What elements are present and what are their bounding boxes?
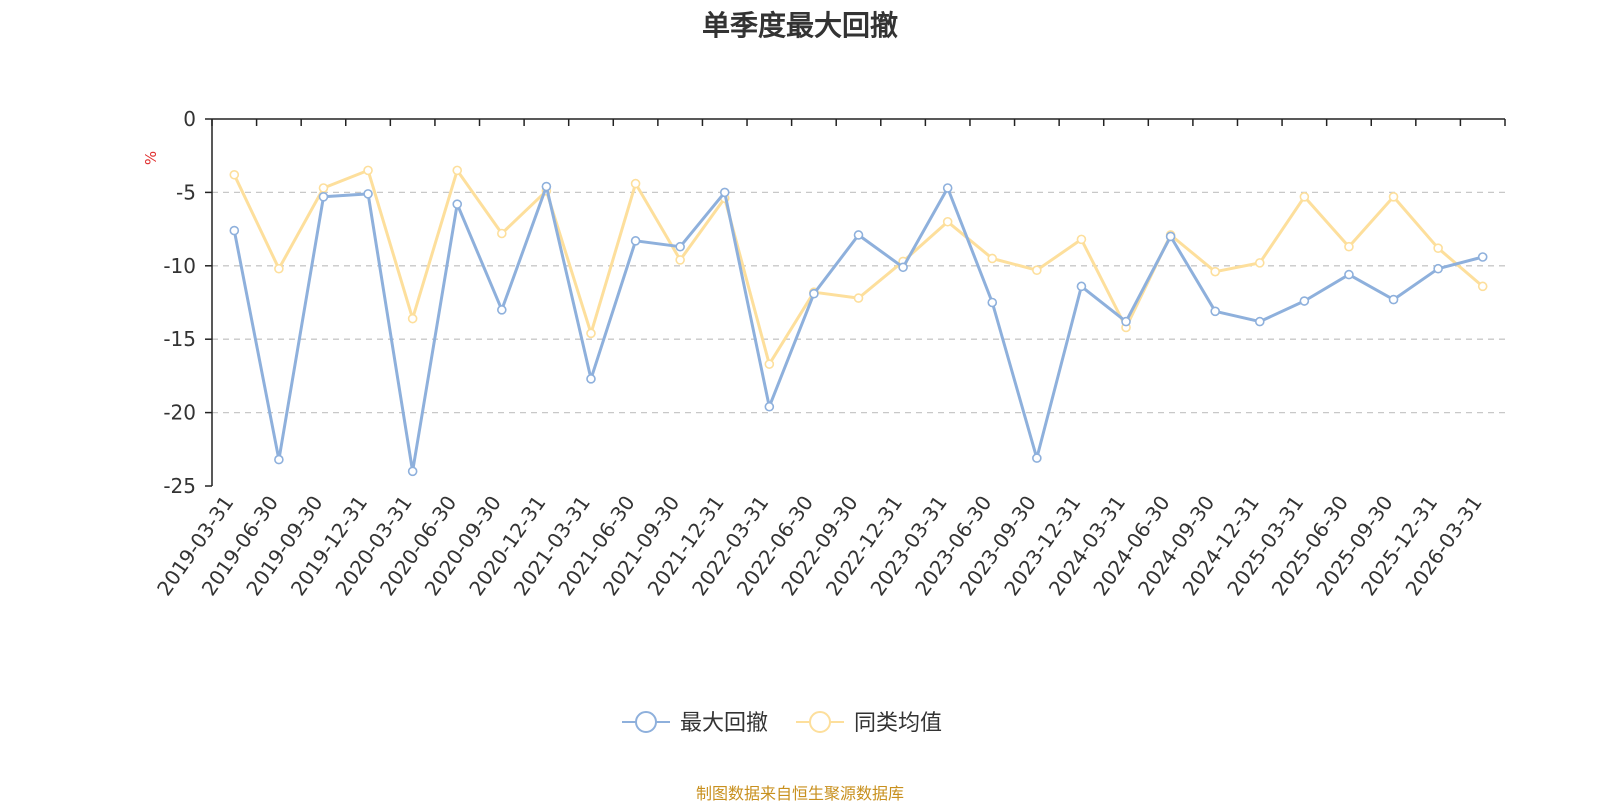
data-point	[497, 305, 507, 315]
y-tick-label: 0	[183, 107, 196, 131]
data-point	[1299, 192, 1310, 202]
series-lines	[229, 165, 1488, 477]
data-point	[1032, 265, 1042, 276]
legend-label: 最大回撤	[680, 711, 768, 736]
data-point	[942, 183, 953, 193]
data-point	[809, 288, 819, 299]
data-point	[1388, 294, 1399, 305]
data-point	[229, 169, 240, 180]
series-line	[232, 185, 1484, 473]
axes	[211, 118, 1505, 486]
data-point	[987, 253, 998, 264]
data-point	[898, 262, 908, 273]
data-point	[1032, 453, 1042, 463]
data-point	[1388, 192, 1399, 202]
series-line	[232, 168, 1484, 366]
y-axis-unit-label: %	[142, 151, 160, 165]
data-point	[1076, 234, 1087, 245]
data-point	[987, 297, 998, 308]
source-note: 制图数据来自恒生聚源数据库	[695, 784, 904, 803]
data-point	[1254, 258, 1265, 268]
data-point	[318, 192, 329, 202]
y-tick-labels: 0 -5 -10 -15 -20 -25	[163, 107, 212, 498]
data-point	[853, 293, 864, 303]
data-point	[853, 230, 864, 240]
data-point	[675, 241, 685, 252]
data-point	[719, 187, 730, 198]
chart-title: 单季度最大回撤	[701, 9, 898, 42]
data-point	[1344, 241, 1354, 252]
legend-marker	[809, 711, 831, 733]
data-point	[363, 189, 373, 199]
data-point	[407, 466, 418, 477]
data-point	[675, 255, 685, 265]
legend-marker	[635, 711, 657, 733]
y-tick-label: -25	[163, 474, 196, 498]
data-point	[630, 178, 641, 189]
data-point	[274, 263, 284, 274]
data-point	[630, 236, 641, 246]
data-point	[764, 401, 775, 412]
data-point	[1210, 266, 1220, 277]
data-point	[497, 228, 507, 239]
x-tick-labels: 2019-03-312019-06-302019-09-302019-12-31…	[152, 119, 1506, 600]
data-point	[942, 216, 953, 227]
data-point	[363, 165, 373, 176]
data-point	[1433, 263, 1443, 274]
data-point	[452, 199, 463, 209]
y-tick-label: -5	[176, 180, 196, 204]
data-point	[1299, 296, 1310, 306]
y-tick-label: -20	[163, 401, 196, 425]
data-point	[1210, 306, 1220, 317]
legend-label: 同类均值	[854, 711, 942, 736]
data-point	[1121, 316, 1131, 327]
data-point	[1076, 281, 1087, 292]
legend[interactable]: 最大回撤 同类均值	[622, 711, 942, 736]
data-point	[1477, 252, 1488, 262]
data-point	[1344, 269, 1354, 280]
data-point	[586, 374, 596, 384]
data-point	[586, 328, 596, 339]
series-1	[229, 181, 1488, 477]
data-point	[274, 454, 284, 465]
legend-item-1[interactable]: 最大回撤	[622, 711, 768, 736]
data-point	[1477, 281, 1488, 292]
y-tick-label: -15	[163, 327, 196, 351]
data-point	[541, 181, 552, 192]
y-tick-label: -10	[163, 254, 196, 278]
data-point	[318, 183, 329, 193]
data-point	[1165, 231, 1176, 242]
legend-item-2[interactable]: 同类均值	[796, 711, 942, 736]
data-point	[1433, 243, 1443, 253]
data-point	[764, 359, 775, 369]
data-point	[229, 225, 240, 236]
data-point	[1254, 316, 1265, 327]
data-point	[407, 313, 418, 324]
data-point	[452, 165, 463, 176]
series-2	[229, 165, 1488, 369]
